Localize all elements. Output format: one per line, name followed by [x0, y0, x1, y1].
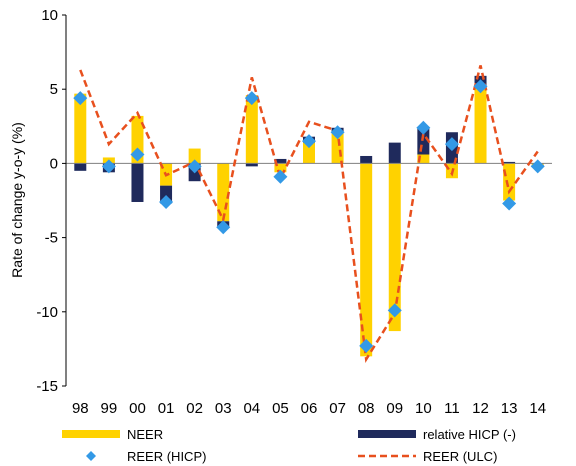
legend-swatch-relative-hicp [358, 430, 416, 438]
legend-label-neer: NEER [127, 427, 163, 442]
marker-reer-hicp [159, 194, 174, 209]
x-tick-label: 08 [358, 400, 375, 417]
bar-neer [188, 148, 201, 164]
marker-reer-hicp [216, 220, 231, 235]
x-tick-label: 01 [158, 400, 175, 417]
x-tick-label: 14 [529, 400, 546, 417]
y-tick-label: 10 [41, 7, 58, 24]
x-tick-label: 12 [472, 400, 489, 417]
bar-relative-hicp [131, 163, 144, 202]
line-layer [79, 65, 539, 363]
y-axis-label: Rate of change y-o-y (%) [9, 122, 25, 278]
bar-relative-hicp [503, 161, 516, 164]
legend-label-reer-ulc: REER (ULC) [423, 449, 497, 464]
bar-relative-hicp [388, 142, 401, 164]
legend-swatch-reer-hicp [86, 451, 96, 461]
y-tick-label: -5 [45, 230, 58, 247]
y-tick-label: -10 [36, 304, 58, 321]
x-tick-label: 05 [272, 400, 289, 417]
bar-neer [474, 86, 487, 164]
x-tick-label: 07 [329, 400, 346, 417]
bar-neer [245, 95, 258, 164]
y-tick-label: 0 [50, 155, 58, 172]
marker-reer-hicp [273, 169, 288, 184]
bars-layer [74, 75, 544, 357]
bar-relative-hicp [245, 163, 258, 167]
bar-neer [360, 163, 373, 357]
legend-swatch-neer [62, 430, 120, 438]
marker-reer-hicp [101, 159, 116, 174]
marker-reer-hicp [387, 303, 402, 318]
x-tick-label: 98 [72, 400, 89, 417]
legend: NEER relative HICP (-) REER (HICP) REER (UL… [62, 427, 516, 464]
legend-label-relative-hicp: relative HICP (-) [423, 427, 516, 442]
legend-label-reer-hicp: REER (HICP) [127, 449, 206, 464]
x-ticks: 98 99 00 01 02 03 04 05 06 07 08 09 10 11 12 13 14 [72, 400, 546, 417]
marker-layer [73, 79, 545, 353]
x-tick-label: 00 [129, 400, 146, 417]
bar-neer [303, 142, 315, 164]
x-tick-label: 02 [186, 400, 203, 417]
bar-relative-hicp [360, 155, 373, 164]
y-tick-label: -15 [36, 378, 58, 395]
marker-reer-hicp [302, 134, 316, 149]
marker-reer-hicp [473, 79, 488, 94]
marker-reer-hicp [444, 137, 459, 152]
marker-reer-hicp [330, 125, 345, 140]
x-tick-label: 03 [215, 400, 232, 417]
x-tick-label: 11 [444, 400, 460, 417]
marker-reer-hicp [416, 120, 431, 135]
series-line-reer-ulc [79, 65, 539, 363]
marker-reer-hicp [73, 91, 88, 106]
bar-relative-hicp [74, 163, 87, 171]
marker-reer-hicp [530, 159, 545, 174]
marker-reer-hicp [130, 147, 145, 162]
x-tick-label: 06 [301, 400, 318, 417]
x-tick-label: 13 [501, 400, 518, 417]
bar-neer [417, 154, 430, 164]
marker-reer-hicp [244, 91, 259, 106]
y-tick-label: 5 [50, 81, 58, 98]
y-ticks: 10 5 0 -5 -10 -15 [36, 7, 66, 395]
x-tick-label: 09 [386, 400, 403, 417]
marker-reer-hicp [502, 196, 517, 211]
marker-reer-hicp [187, 159, 202, 174]
bar-relative-hicp [274, 158, 287, 164]
x-tick-label: 99 [101, 400, 118, 417]
marker-reer-hicp [359, 338, 374, 353]
x-tick-label: 10 [415, 400, 432, 417]
x-tick-label: 04 [243, 400, 260, 417]
bar-neer [503, 163, 516, 201]
bar-neer [274, 163, 287, 173]
bar-neer [74, 93, 87, 164]
